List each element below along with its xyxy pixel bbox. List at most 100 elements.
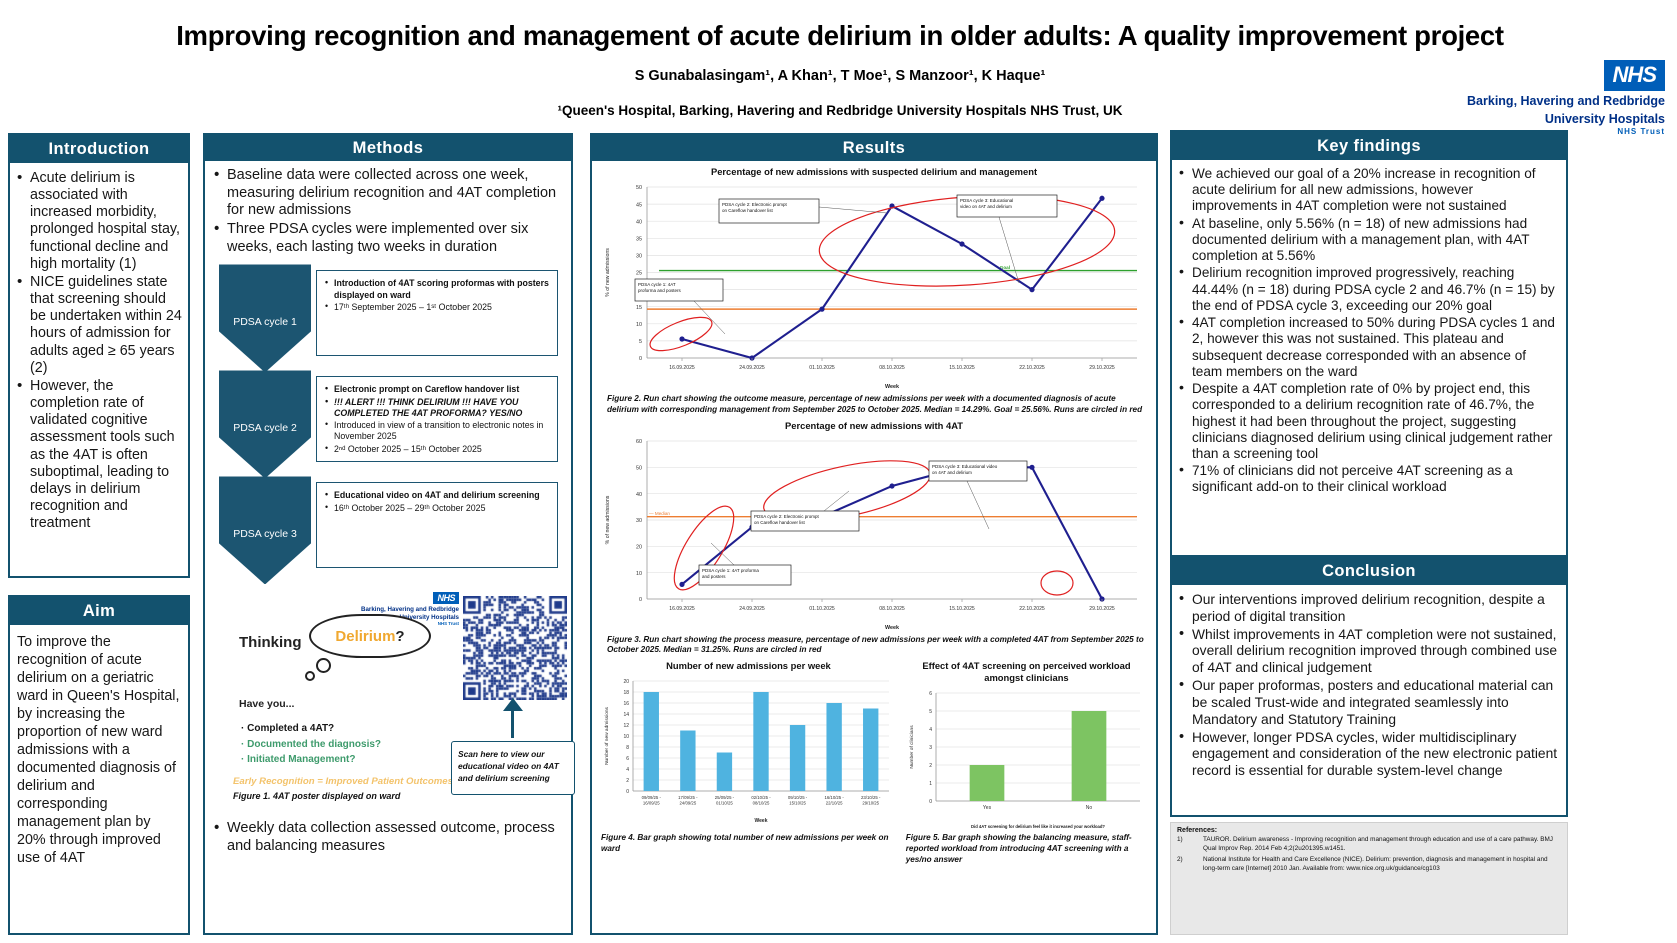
svg-text:17/09/25 -: 17/09/25 - (678, 795, 698, 800)
svg-text:PDSA cycle 1: 4AT proforma: PDSA cycle 1: 4AT proforma (702, 568, 759, 573)
key-findings-heading: Key findings (1172, 132, 1566, 160)
svg-text:15.10.2025: 15.10.2025 (949, 365, 975, 371)
svg-text:No: No (1086, 805, 1093, 811)
svg-text:Week: Week (885, 384, 899, 390)
figure-4-caption: Figure 4. Bar graph showing total number… (601, 832, 889, 853)
pdsa-cycle-2-row: PDSA cycle 2 Electronic prompt on Carefl… (211, 370, 564, 479)
list-item: 16ᵗʰ October 2025 – 29ᵗʰ October 2025 (325, 502, 549, 514)
conclusion-body: Our interventions improved delirium reco… (1172, 585, 1566, 780)
pdsa-cycle-3-label: PDSA cycle 3 (233, 528, 297, 541)
aim-heading: Aim (10, 597, 188, 625)
svg-text:0: 0 (929, 799, 932, 805)
svg-text:10: 10 (636, 571, 642, 577)
svg-text:5: 5 (929, 709, 932, 715)
poster-nhs-logo: NHS Barking, Havering and Redbridge Univ… (329, 588, 459, 626)
svg-text:09/10/25 -: 09/10/25 - (788, 795, 808, 800)
panel-references: References: 1) TAUROR. Delirium awarenes… (1170, 822, 1568, 935)
pdsa-cycle-2-label: PDSA cycle 2 (233, 422, 297, 435)
svg-text:25: 25 (636, 271, 642, 277)
svg-text:15/10/25: 15/10/25 (789, 801, 806, 806)
poster-checklist: Completed a 4AT? Documented the diagnosi… (241, 721, 381, 768)
figure-3-caption: Figure 3. Run chart showing the process … (607, 634, 1144, 655)
list-item: Initiated Management? (241, 752, 381, 768)
list-item: !!! ALERT !!! THINK DELIRIUM !!! HAVE YO… (325, 396, 549, 420)
list-item: However, longer PDSA cycles, wider multi… (1176, 729, 1558, 780)
scan-instruction-box: Scan here to view our educational video … (451, 741, 575, 796)
svg-text:8: 8 (626, 746, 629, 752)
figure-5-chart: Effect of 4AT screening on perceived wor… (904, 660, 1149, 831)
reference-item: 1) TAUROR. Delirium awareness - Improvin… (1177, 836, 1561, 853)
svg-text:08.10.2025: 08.10.2025 (879, 365, 905, 371)
poster-tagline: Early Recognition = Improved Patient Out… (233, 776, 453, 788)
author-list: S Gunabalasingam¹, A Khan¹, T Moe¹, S Ma… (634, 68, 1046, 84)
svg-text:0: 0 (639, 356, 642, 362)
svg-text:Yes: Yes (983, 805, 992, 811)
introduction-bullets: Acute delirium is associated with increa… (14, 169, 183, 532)
figure-5-caption: Figure 5. Bar graph showing the balancin… (905, 832, 1132, 864)
svg-text:08/10/25: 08/10/25 (753, 801, 770, 806)
methods-heading: Methods (205, 135, 571, 161)
svg-text:22/10/25: 22/10/25 (826, 801, 843, 806)
svg-text:45: 45 (636, 202, 642, 208)
svg-text:23/10/25 -: 23/10/25 - (861, 795, 881, 800)
svg-text:25/09/25 -: 25/09/25 - (715, 795, 735, 800)
svg-text:2: 2 (929, 763, 932, 769)
svg-text:24/09/25: 24/09/25 (679, 801, 696, 806)
svg-text:16/09/25: 16/09/25 (643, 801, 660, 806)
nhs-trust-line-1: Barking, Havering and Redbridge (1467, 94, 1665, 108)
svg-text:on Careflow handover list: on Careflow handover list (754, 520, 806, 525)
svg-text:16.09.2025: 16.09.2025 (669, 606, 695, 612)
results-body: Percentage of new admissions with suspec… (592, 161, 1156, 874)
references-heading: References: (1177, 827, 1218, 834)
reference-item: 2) National Institute for Health and Car… (1177, 856, 1561, 873)
svg-text:22.10.2025: 22.10.2025 (1019, 606, 1045, 612)
svg-text:1: 1 (929, 781, 932, 787)
pdsa-cycle-1-label: PDSA cycle 1 (233, 316, 297, 329)
svg-text:18: 18 (623, 691, 629, 697)
nhs-logo: NHS Barking, Havering and Redbridge Univ… (1467, 60, 1665, 136)
list-item: At baseline, only 5.56% (n = 18) of new … (1176, 215, 1558, 265)
svg-text:20: 20 (623, 680, 629, 686)
svg-text:PDSA cycle 2: Electronic promp: PDSA cycle 2: Electronic prompt (722, 202, 788, 207)
list-item: Electronic prompt on Careflow handover l… (325, 383, 549, 395)
svg-text:15: 15 (636, 305, 642, 311)
svg-text:Number of new admissions: Number of new admissions (604, 707, 610, 765)
panel-conclusion: Conclusion Our interventions improved de… (1170, 555, 1568, 817)
svg-text:PDSA cycle 3: Educational: PDSA cycle 3: Educational (960, 198, 1013, 203)
methods-bullets: Baseline data were collected across one … (211, 166, 564, 256)
list-item: 17ᵗʰ September 2025 – 1ˢᵗ October 2025 (325, 301, 549, 313)
methods-closing-bullets: Weekly data collection assessed outcome,… (211, 819, 564, 855)
list-item: Delirium recognition improved progressiv… (1176, 264, 1558, 314)
pdsa-cycle-3-row: PDSA cycle 3 Educational video on 4AT an… (211, 476, 564, 585)
svg-text:01.10.2025: 01.10.2025 (809, 606, 835, 612)
svg-text:Week: Week (885, 625, 899, 631)
svg-text:01/10/25: 01/10/25 (716, 801, 733, 806)
list-item: We achieved our goal of a 20% increase i… (1176, 165, 1558, 215)
list-item: Our interventions improved delirium reco… (1176, 591, 1558, 626)
figure-2-caption: Figure 2. Run chart showing the outcome … (607, 394, 1143, 414)
svg-text:30: 30 (636, 518, 642, 524)
list-item: Acute delirium is associated with increa… (14, 169, 183, 273)
bar-chart-workload: 0 1 2 3 4 5 6 Yes No Did 4AT screening for deliri… (909, 691, 1140, 829)
thinking-label: Thinking (239, 634, 302, 652)
svg-text:20: 20 (636, 544, 642, 550)
nhs-wordmark-small: NHS (433, 592, 459, 605)
pdsa-cycle-3-chevron: PDSA cycle 3 (219, 476, 311, 585)
list-item: 71% of clinicians did not perceive 4AT s… (1176, 462, 1558, 495)
svg-text:Week: Week (755, 818, 768, 824)
run-chart-process-measure: 0 10 20 30 40 50 60 — Median 16.09.2025 24.09.202… (605, 439, 1137, 631)
svg-text:Goal: Goal (1000, 265, 1010, 270)
svg-text:% of new admissions: % of new admissions (605, 495, 611, 544)
reference-text: TAUROR. Delirium awareness - Improving r… (1203, 836, 1554, 852)
list-item: 2ⁿᵈ October 2025 – 15ᵗʰ October 2025 (325, 443, 549, 455)
svg-text:16.09.2025: 16.09.2025 (669, 365, 695, 371)
have-you-label: Have you... (239, 698, 295, 711)
list-item: 4AT completion increased to 50% during P… (1176, 314, 1558, 380)
panel-results: Results Percentage of new admissions wit… (590, 133, 1158, 935)
nhs-wordmark: NHS (1603, 60, 1665, 91)
svg-text:on 4AT and delirium: on 4AT and delirium (932, 470, 972, 475)
svg-text:— Median: — Median (649, 511, 670, 516)
introduction-body: Acute delirium is associated with increa… (10, 163, 188, 537)
qr-code-icon[interactable] (463, 596, 567, 701)
pdsa-cycle-1-row: PDSA cycle 1 Introduction of 4AT scoring… (211, 264, 564, 373)
